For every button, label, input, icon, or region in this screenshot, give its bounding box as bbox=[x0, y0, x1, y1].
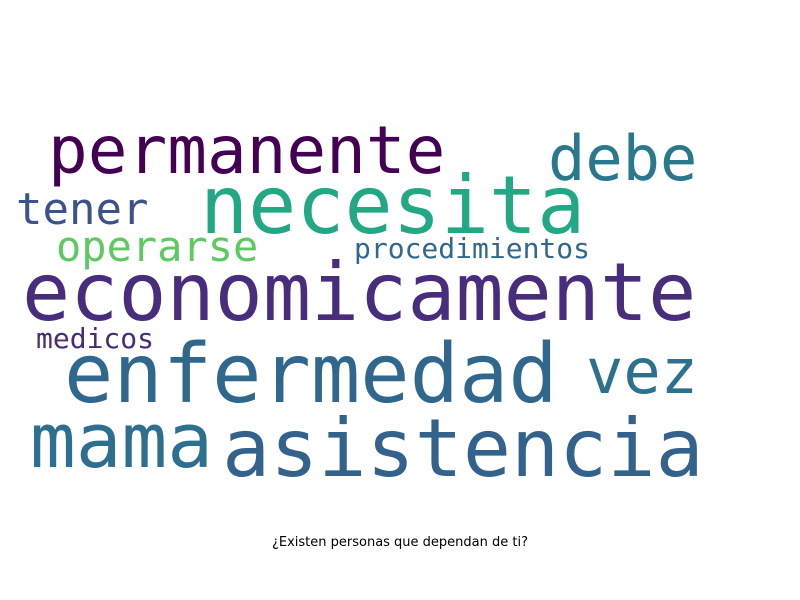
word-debe: debe bbox=[548, 122, 698, 195]
word-mama: mama bbox=[30, 396, 214, 485]
word-asistencia: asistencia bbox=[222, 402, 704, 495]
word-medicos: medicos bbox=[36, 322, 155, 355]
word-tener: tener bbox=[16, 184, 149, 235]
word-vez: vez bbox=[586, 335, 698, 408]
word-economicamente: economicamente bbox=[22, 246, 697, 339]
word-permanente: permanente bbox=[48, 112, 446, 189]
word-operarse: operarse bbox=[56, 222, 259, 271]
word-enfermedad: enfermedad bbox=[64, 327, 558, 422]
word-procedimientos: procedimientos bbox=[354, 232, 591, 265]
word-necesita: necesita bbox=[200, 159, 586, 252]
chart-caption: ¿Existen personas que dependan de ti? bbox=[271, 535, 529, 550]
